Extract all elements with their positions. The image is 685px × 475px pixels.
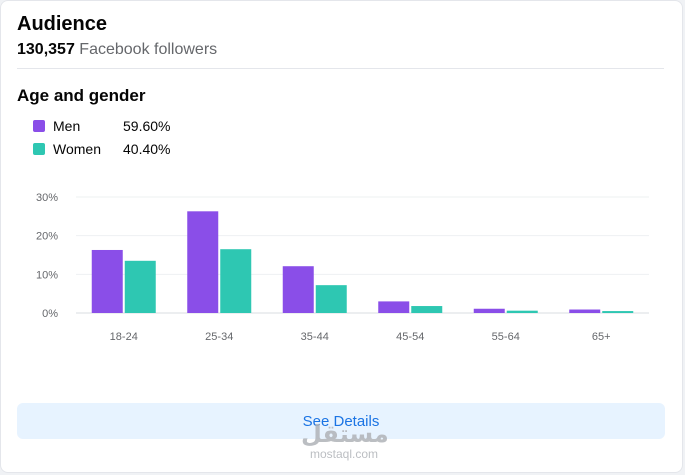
y-tick-label: 0%: [42, 308, 58, 320]
bar-men-35-44: [282, 266, 314, 313]
age-gender-bar-chart: 0% 10% 20% 30% 18-24 25-34 35-44 45-54 55-64 65+: [36, 192, 649, 343]
legend: Men 59.60% Women 40.40%: [33, 114, 170, 160]
card-title: Audience: [17, 13, 108, 35]
watermark-latin: mostaql.com: [309, 447, 379, 461]
bar-women-25-34: [220, 249, 252, 313]
follower-summary: 130,357 Facebook followers: [17, 41, 217, 59]
bar-men-55-64: [473, 308, 505, 313]
legend-item-women: Women 40.40%: [33, 137, 170, 160]
x-tick-label: 35-44: [301, 331, 329, 343]
divider: [17, 68, 664, 69]
x-tick-label: 18-24: [110, 331, 138, 343]
section-title: Age and gender: [17, 86, 146, 105]
bar-men-18-24: [91, 249, 123, 313]
y-tick-label: 20%: [36, 231, 58, 243]
bar-men-25-34: [187, 211, 219, 313]
x-tick-label: 55-64: [492, 331, 520, 343]
legend-swatch-men: [33, 119, 45, 132]
legend-value-men: 59.60%: [123, 117, 171, 134]
bar-women-65plus: [602, 311, 634, 313]
y-tick-label: 10%: [36, 269, 58, 281]
x-tick-label: 65+: [592, 331, 611, 343]
bar-men-45-54: [378, 301, 410, 313]
bar-women-55-64: [506, 310, 538, 313]
legend-value-women: 40.40%: [123, 140, 171, 157]
bar-women-45-54: [411, 306, 443, 313]
y-tick-label: 30%: [36, 192, 58, 204]
legend-label-women: Women: [53, 140, 101, 157]
bar-men-65plus: [569, 309, 601, 313]
see-details-button[interactable]: See Details: [17, 403, 665, 439]
legend-label-men: Men: [53, 117, 81, 134]
legend-item-men: Men 59.60%: [33, 114, 170, 137]
x-tick-label: 45-54: [396, 331, 424, 343]
x-tick-label: 25-34: [205, 331, 233, 343]
follower-label: Facebook followers: [79, 41, 218, 58]
bar-women-35-44: [315, 285, 347, 313]
follower-count: 130,357: [17, 41, 75, 58]
bar-women-18-24: [124, 260, 156, 313]
legend-swatch-women: [33, 142, 45, 155]
